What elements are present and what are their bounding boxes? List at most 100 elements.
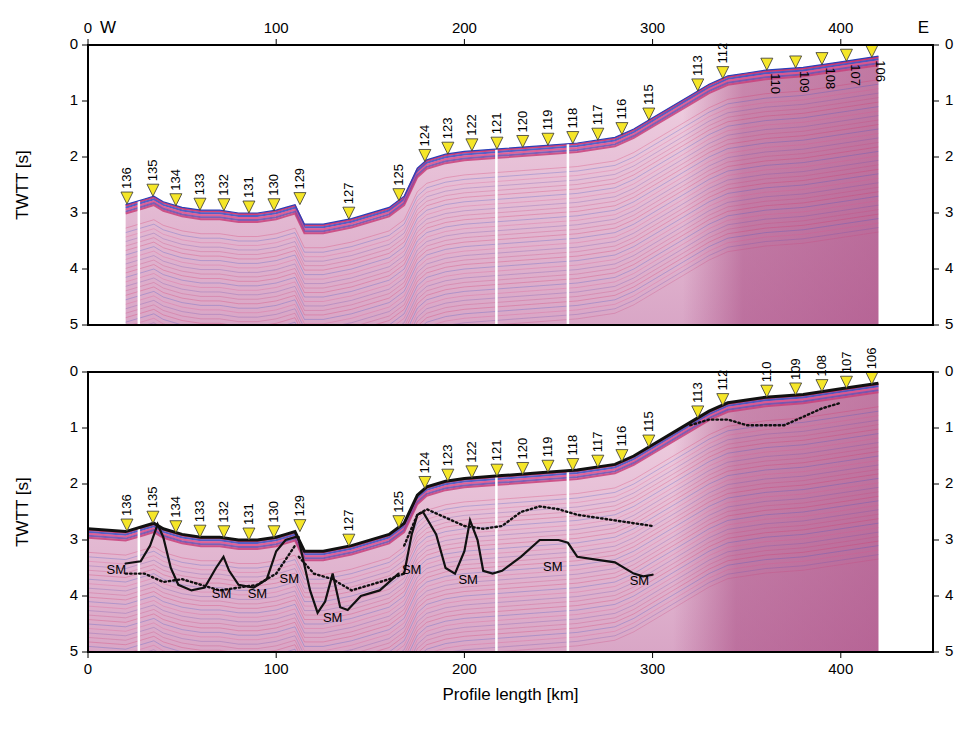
station-label: 121 [489,439,504,461]
horizon [690,403,841,425]
horizon [126,546,295,591]
station-label: 122 [464,441,479,463]
x-tick [464,39,465,45]
station-label: 125 [391,491,406,513]
y-tick [82,428,88,429]
x-tick-label: 200 [452,660,477,677]
station-label: 127 [341,182,356,204]
station-label: 132 [216,501,231,523]
reflector-band [126,61,879,229]
station-marker [616,123,628,135]
y-tick [933,157,939,158]
reflector-band [88,532,878,652]
station-marker [343,534,355,546]
station-label: 125 [391,164,406,186]
station-label: 117 [590,431,605,452]
y-tick [933,484,939,485]
reflector-band [126,187,879,325]
station-marker [419,149,431,161]
station-marker [343,207,355,219]
x-tick-label: 100 [264,19,289,36]
y-tick-label: 1 [70,91,78,108]
station-marker [218,199,230,211]
x-tick-label: 300 [640,660,665,677]
x-tick [652,39,653,45]
y-tick [82,596,88,597]
station-label: 115 [641,411,656,432]
x-axis-title: Profile length [km] [442,685,578,704]
y-tick [933,652,939,653]
station-marker [542,133,554,145]
annotation: SM [402,562,422,577]
station-label: 124 [417,452,432,474]
station-marker [147,511,159,523]
station-label: 136 [119,494,134,516]
plot-area [88,372,933,652]
plot-area [88,45,933,325]
reflector-band [126,232,879,325]
sediment-shade [88,383,878,652]
y-tick [82,540,88,541]
annotation: SM [212,586,232,601]
station-marker [170,194,182,206]
station-label: 131 [241,176,256,198]
y-tick [82,325,88,326]
reflector-band [88,505,878,652]
station-label: 129 [292,495,307,517]
station-label: 120 [515,111,530,133]
y-tick-label: 3 [70,203,78,220]
reflector-band [126,102,879,270]
reflector-band [126,214,879,325]
x-tick-label: 0 [84,660,92,677]
y-tick-label: 3 [945,530,953,547]
station-label: 118 [565,435,580,456]
annotation: SM [323,610,343,625]
station-label: 106 [873,60,888,82]
data-gap [567,144,570,325]
station-marker [194,198,206,210]
annotation: SM [248,586,268,601]
reflector-band [126,57,879,225]
station-marker [491,137,503,149]
reflector-band [88,519,878,652]
reflector-band [88,390,878,558]
station-marker [268,199,280,211]
station-marker [643,108,655,120]
station-marker [717,394,729,406]
station-marker [121,519,133,531]
station-marker [218,526,230,538]
y-tick-label: 0 [70,362,78,379]
station-marker [294,520,306,532]
station-label: 109 [788,358,803,380]
station-label: 107 [839,352,854,374]
station-label: 113 [690,55,705,76]
reflector-band [126,116,879,284]
y-tick-label: 3 [945,203,953,220]
y-tick [933,325,939,326]
station-label: 113 [690,382,705,403]
y-tick [82,269,88,270]
y-tick-label: 5 [945,315,953,332]
reflector-band [88,559,878,652]
frame [88,45,933,325]
station-label: 108 [823,68,838,90]
station-marker [466,466,478,478]
y-axis-title: TWTT [s] [13,150,32,220]
y-tick [933,101,939,102]
reflector-band [126,125,879,293]
reflector-band [88,546,878,652]
annotation: SM [630,573,650,588]
y-tick [933,372,939,373]
y-tick [933,540,939,541]
reflector-band [126,178,879,325]
plot-background [88,45,933,325]
reflector-band [126,160,879,325]
station-label: 123 [440,444,455,466]
y-tick-label: 4 [70,259,78,276]
y-tick-label: 0 [70,35,78,52]
station-marker [840,376,852,388]
reflector-band [88,501,878,652]
reflector-band [126,219,879,325]
y-tick-label: 1 [945,91,953,108]
sediment-shade [126,56,879,325]
